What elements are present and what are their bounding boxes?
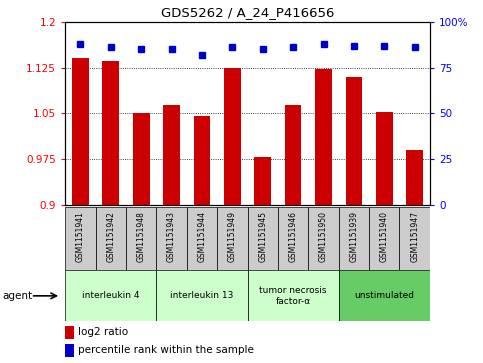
Bar [339,270,430,321]
Bar [248,207,278,270]
Text: GSM1151946: GSM1151946 [289,211,298,262]
Bar [156,270,248,321]
Text: GSM1151950: GSM1151950 [319,211,328,262]
Bar [133,113,150,205]
Bar [65,270,156,321]
Bar [156,207,187,270]
Text: GSM1151943: GSM1151943 [167,211,176,262]
Title: GDS5262 / A_24_P416656: GDS5262 / A_24_P416656 [161,6,334,19]
Bar [399,207,430,270]
Text: unstimulated: unstimulated [355,291,414,300]
Bar [315,69,332,205]
Text: interleukin 4: interleukin 4 [82,291,140,300]
Bar [65,326,74,339]
Text: GSM1151944: GSM1151944 [198,211,206,262]
Bar [65,207,96,270]
Text: GSM1151941: GSM1151941 [76,211,85,262]
Bar [278,207,308,270]
Text: GSM1151939: GSM1151939 [349,211,358,262]
Text: GSM1151947: GSM1151947 [410,211,419,262]
Text: percentile rank within the sample: percentile rank within the sample [78,345,254,355]
Bar [308,207,339,270]
Bar [369,207,399,270]
Text: agent: agent [2,291,32,301]
Text: tumor necrosis
factor-α: tumor necrosis factor-α [259,286,327,306]
Bar [406,150,423,205]
Bar [339,207,369,270]
Bar [194,117,210,205]
Text: GSM1151945: GSM1151945 [258,211,267,262]
Text: GSM1151942: GSM1151942 [106,211,115,262]
Text: log2 ratio: log2 ratio [78,327,128,337]
Bar [345,77,362,205]
Bar [126,207,156,270]
Bar [163,106,180,205]
Bar [102,61,119,205]
Bar [248,270,339,321]
Bar [72,58,89,205]
Bar [187,207,217,270]
Text: GSM1151940: GSM1151940 [380,211,389,262]
Bar [217,207,248,270]
Bar [255,158,271,205]
Bar [285,106,301,205]
Bar [376,111,393,205]
Text: GSM1151949: GSM1151949 [228,211,237,262]
Text: GSM1151948: GSM1151948 [137,211,146,262]
Text: interleukin 13: interleukin 13 [170,291,234,300]
Bar [96,207,126,270]
Bar [224,68,241,205]
Bar [65,344,74,357]
